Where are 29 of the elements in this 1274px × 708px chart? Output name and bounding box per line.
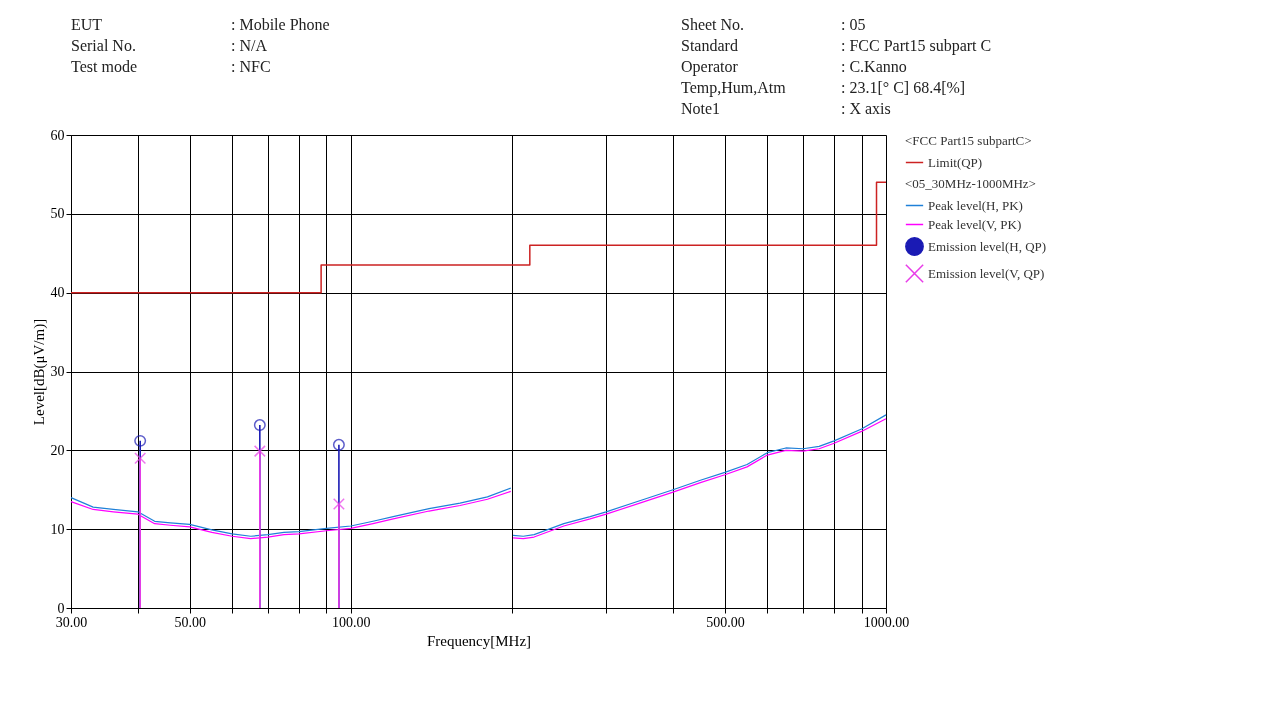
y-tick-label: 0	[57, 600, 65, 616]
x-tick-label: 30.00	[55, 614, 88, 630]
text: Temp,Hum,Atm : 23.1[° C] 68.4[%]	[681, 79, 966, 96]
legend-title: <05_30MHz-1000MHz>	[905, 176, 1036, 191]
text: Sheet No. : 05	[681, 16, 866, 33]
text: Test mode : NFC	[71, 58, 271, 75]
legend-label: Emission level(H, QP)	[928, 238, 1047, 254]
x-tick-label: 100.00	[332, 614, 371, 630]
legend-label: Peak level(V, PK)	[928, 216, 1022, 232]
x-axis-title: Frequency[MHz]	[426, 632, 532, 649]
legend-label: Peak level(H, PK)	[928, 197, 1023, 213]
text: Serial No. : N/A	[71, 37, 267, 54]
text: Standard : FCC Part15 subpart C	[681, 37, 992, 54]
text: Operator : C.Kanno	[681, 58, 907, 75]
y-tick-label: 20	[50, 442, 65, 458]
x-tick-label: 1000.00	[863, 614, 910, 630]
legend-label: Emission level(V, QP)	[928, 265, 1045, 281]
y-tick-label: 30	[50, 364, 65, 379]
text: Note1 : X axis	[681, 100, 891, 117]
x-tick-label: 50.00	[174, 614, 206, 630]
legend-label: Limit(QP)	[928, 154, 983, 170]
y-tick-label: 60	[50, 127, 65, 143]
text: <FCC Part15 subpartC>	[905, 133, 1032, 148]
x-tick-label: 500.00	[706, 614, 745, 630]
y-tick-label: 50	[50, 206, 65, 222]
y-axis-title: Level[dB(μV/m)]	[30, 318, 48, 426]
y-tick-label: 10	[50, 521, 65, 537]
text: EUT : Mobile Phone	[71, 16, 330, 33]
y-tick-label: 40	[50, 285, 65, 301]
